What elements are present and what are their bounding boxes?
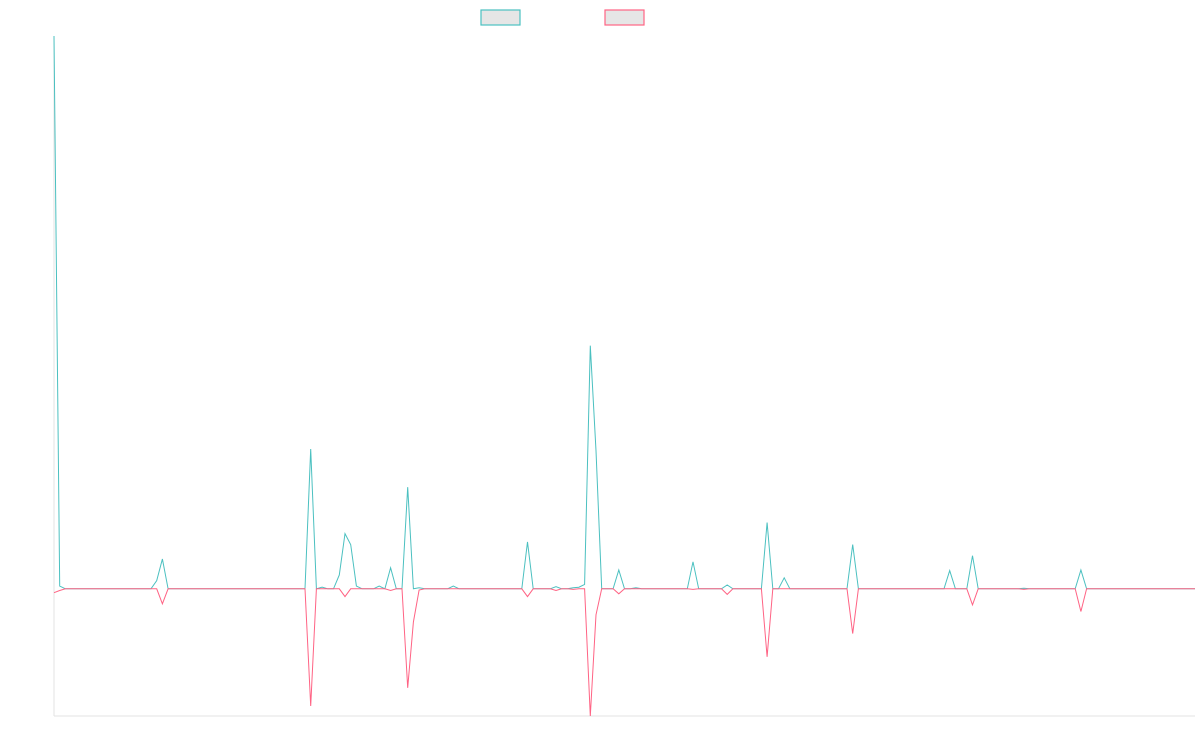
series-line-1 xyxy=(53,588,1195,717)
series-line-0 xyxy=(53,35,1195,590)
legend-swatch-0[interactable] xyxy=(480,9,521,26)
legend-swatch-1[interactable] xyxy=(604,9,645,26)
series-group xyxy=(53,35,1195,717)
legend xyxy=(480,9,645,26)
